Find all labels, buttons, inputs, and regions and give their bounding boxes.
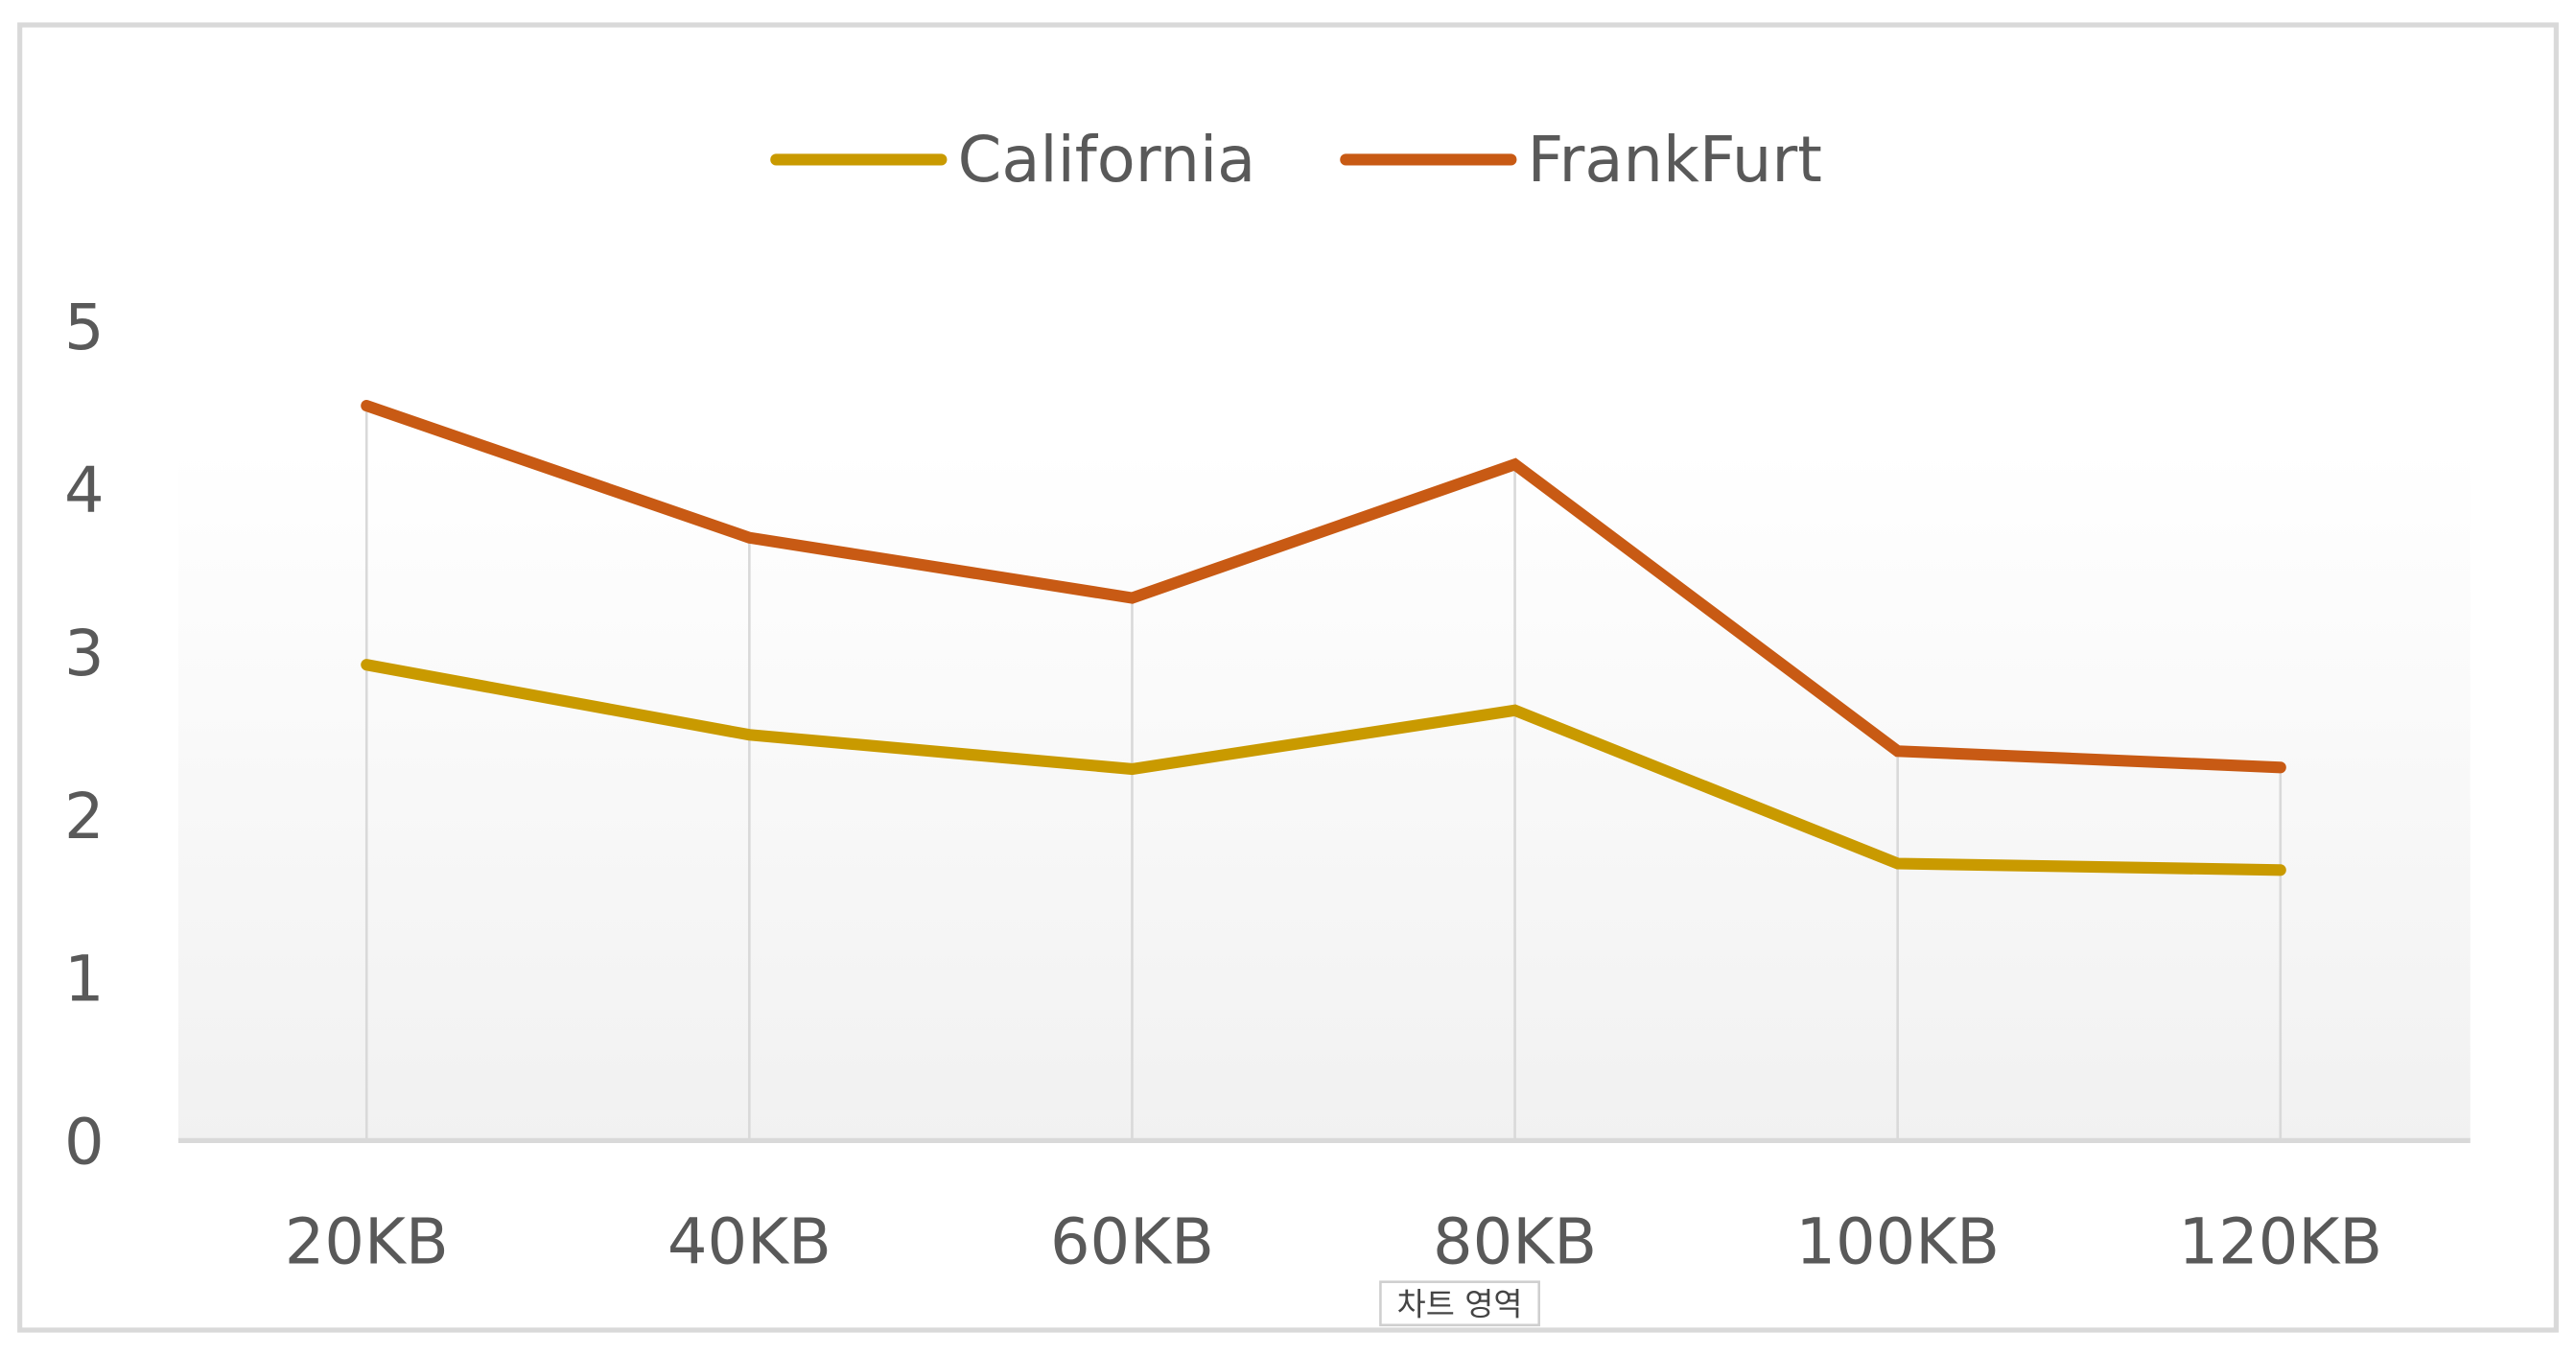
legend-label: FrankFurt bbox=[1528, 124, 1822, 197]
y-tick-label: 1 bbox=[64, 944, 105, 1016]
y-tick-label: 4 bbox=[64, 455, 105, 527]
legend-label: California bbox=[958, 124, 1256, 197]
x-tick-label: 80KB bbox=[1433, 1205, 1597, 1278]
y-tick-label: 3 bbox=[64, 618, 105, 690]
y-tick-label: 0 bbox=[64, 1106, 105, 1179]
series-line-california bbox=[361, 659, 2286, 876]
y-tick-label: 5 bbox=[64, 292, 105, 364]
x-tick-label: 120KB bbox=[2178, 1205, 2382, 1278]
tooltip-text: 차트 영역 bbox=[1397, 1286, 1523, 1322]
series-line-frankfurt bbox=[361, 399, 2286, 774]
x-tick-label: 40KB bbox=[667, 1205, 831, 1278]
x-tick-label: 20KB bbox=[285, 1205, 449, 1278]
x-tick-label: 100KB bbox=[1795, 1205, 2000, 1278]
x-tick-label: 60KB bbox=[1050, 1205, 1214, 1278]
plot-area bbox=[177, 449, 2471, 1141]
y-tick-label: 2 bbox=[64, 781, 105, 853]
chart-area-tooltip: 차트 영역 bbox=[1379, 1280, 1541, 1327]
